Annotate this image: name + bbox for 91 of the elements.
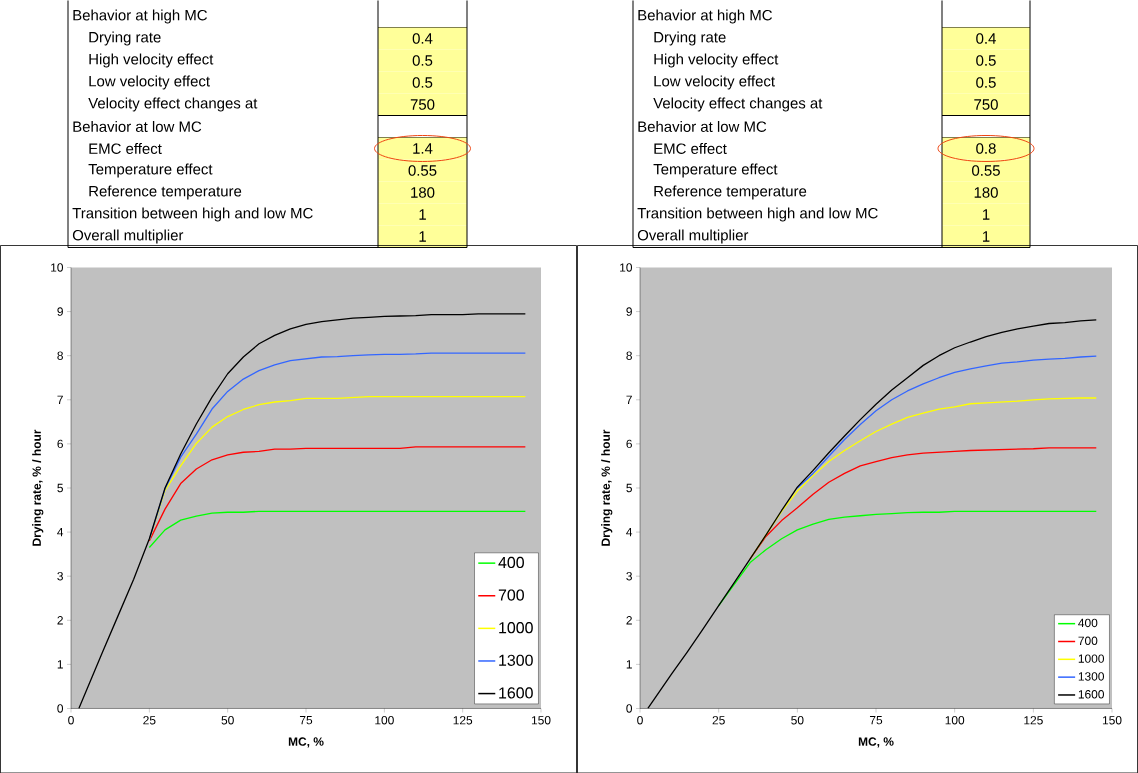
category-label: Velocity effect changes at — [88, 97, 258, 112]
x-tick-label: 100 — [375, 715, 394, 725]
data-label: 0.5 — [412, 76, 433, 88]
x-tick-label: 0 — [637, 715, 643, 725]
y-tick-label: 3 — [626, 571, 632, 581]
category-label: Reference temperature — [654, 185, 807, 200]
y-tick-label: 10 — [51, 263, 64, 272]
legend-label: 1000 — [1078, 654, 1104, 663]
x-tick-label: 75 — [299, 715, 313, 725]
y-tick-label: 1 — [626, 660, 632, 669]
category-label: Transition between high and low MC — [72, 207, 313, 222]
data-label: 0.55 — [408, 164, 437, 176]
category-label: Reference temperature — [89, 185, 242, 200]
y-tick-label: 10 — [620, 263, 633, 272]
y-tick-label: 8 — [626, 351, 632, 360]
data-label: 0.5 — [976, 76, 996, 88]
data-label: 0.4 — [976, 32, 996, 44]
legend-label: 1300 — [499, 654, 533, 666]
x-tick-label: 100 — [945, 715, 965, 725]
x-tick-label: 75 — [869, 715, 883, 725]
category-label: Velocity effect changes at — [653, 97, 823, 112]
category-label: EMC effect — [89, 142, 162, 154]
legend-label: 400 — [498, 556, 524, 568]
legend-label: 1300 — [1078, 671, 1104, 681]
y-tick-label: 5 — [626, 483, 632, 492]
y-tick-label: 7 — [57, 395, 63, 404]
legend-label: 700 — [498, 589, 524, 601]
category-label: High velocity effect — [654, 53, 779, 68]
category-label: Behavior at low MC — [638, 120, 767, 132]
data-label: 180 — [974, 186, 998, 198]
data-label: 0.8 — [976, 142, 996, 154]
y-axis-title: Drying rate, % / hour — [32, 429, 44, 546]
category-label: Drying rate — [89, 31, 161, 46]
data-label: 1 — [982, 209, 990, 220]
y-tick-label: 6 — [626, 439, 632, 448]
y-tick-label: 0 — [57, 704, 64, 713]
x-tick-label: 125 — [453, 715, 473, 725]
y-tick-label: 4 — [57, 527, 64, 536]
y-tick-label: 9 — [626, 307, 632, 316]
category-label: Behavior at low MC — [73, 120, 202, 132]
x-tick-label: 50 — [791, 715, 804, 725]
y-tick-label: 8 — [57, 351, 63, 360]
category-label: Behavior at high MC — [638, 9, 772, 24]
data-label: 180 — [411, 186, 435, 198]
category-label: Temperature effect — [88, 163, 213, 178]
category-label: Low velocity effect — [89, 75, 210, 90]
legend-label: 1600 — [499, 687, 533, 699]
y-tick-label: 0 — [626, 704, 633, 713]
category-label: Low velocity effect — [654, 75, 775, 90]
y-tick-label: 2 — [626, 615, 632, 625]
legend-label: 400 — [1078, 618, 1098, 627]
data-label: 1.4 — [413, 143, 433, 154]
line-series — [796, 355, 1097, 489]
x-axis-title: MC, % — [858, 737, 894, 748]
x-axis-title: MC, % — [288, 737, 324, 748]
x-tick-label: 125 — [1024, 715, 1043, 725]
category-label: Temperature effect — [653, 163, 778, 178]
category-label: Overall multiplier — [637, 229, 749, 244]
legend-label: 1000 — [499, 621, 533, 634]
category-label: Transition between high and low MC — [637, 207, 878, 222]
category-label: High velocity effect — [89, 53, 214, 68]
x-tick-label: 50 — [221, 715, 234, 725]
data-label: 0.55 — [972, 164, 1000, 176]
legend-label: 1600 — [1078, 689, 1104, 699]
y-tick-label: 1 — [57, 660, 63, 669]
category-label: Overall multiplier — [72, 229, 184, 244]
category-label: Behavior at high MC — [73, 9, 207, 24]
data-label: 1 — [419, 231, 426, 242]
y-tick-label: 3 — [57, 571, 63, 581]
data-label: 750 — [410, 98, 435, 110]
legend-label: 700 — [1078, 636, 1098, 645]
y-tick-label: 9 — [57, 307, 63, 316]
y-tick-label: 5 — [57, 483, 63, 492]
category-label: EMC effect — [654, 142, 727, 154]
data-label: 0.5 — [976, 54, 996, 66]
y-tick-label: 6 — [57, 439, 63, 448]
y-axis-title: Drying rate, % / hour — [601, 429, 613, 546]
x-tick-label: 150 — [1102, 715, 1122, 725]
data-label: 0.4 — [412, 32, 433, 44]
data-label: 750 — [974, 98, 998, 110]
y-tick-label: 4 — [626, 527, 633, 536]
data-label: 0.5 — [412, 54, 433, 66]
y-tick-label: 2 — [57, 615, 63, 625]
x-tick-label: 25 — [143, 715, 156, 725]
data-label: 1 — [419, 209, 426, 220]
x-tick-label: 0 — [68, 715, 74, 725]
category-label: Drying rate — [654, 31, 726, 46]
data-label: 1 — [982, 231, 990, 242]
x-tick-label: 25 — [712, 715, 725, 725]
x-tick-label: 150 — [531, 715, 551, 725]
y-tick-label: 7 — [626, 395, 632, 404]
